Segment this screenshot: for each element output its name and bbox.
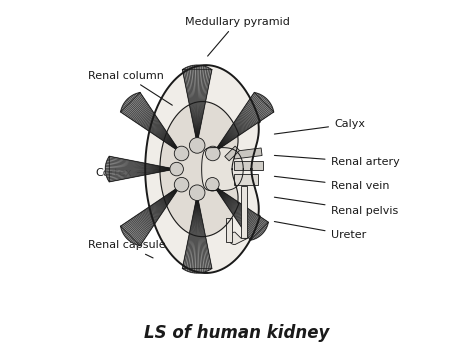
Polygon shape xyxy=(214,93,273,152)
Circle shape xyxy=(174,177,189,192)
Circle shape xyxy=(190,138,205,153)
Polygon shape xyxy=(228,232,247,245)
Polygon shape xyxy=(201,147,243,190)
Text: Renal pelvis: Renal pelvis xyxy=(274,197,398,216)
Text: Renal vein: Renal vein xyxy=(274,176,389,191)
Polygon shape xyxy=(233,148,262,159)
Polygon shape xyxy=(226,218,232,242)
Circle shape xyxy=(190,185,205,201)
Text: Renal artery: Renal artery xyxy=(274,156,399,167)
Polygon shape xyxy=(214,186,268,240)
Circle shape xyxy=(206,146,220,161)
Text: Renal column: Renal column xyxy=(88,70,173,105)
Text: Medullary pyramid: Medullary pyramid xyxy=(184,17,290,56)
Text: Cortex: Cortex xyxy=(95,168,149,177)
Polygon shape xyxy=(105,156,174,182)
Polygon shape xyxy=(145,65,260,273)
Polygon shape xyxy=(241,187,247,238)
Polygon shape xyxy=(234,174,258,185)
Text: LS of human kidney: LS of human kidney xyxy=(144,324,330,342)
Polygon shape xyxy=(182,195,212,273)
Circle shape xyxy=(170,162,183,176)
Polygon shape xyxy=(160,101,239,237)
Text: Calyx: Calyx xyxy=(274,119,365,134)
Polygon shape xyxy=(121,186,180,246)
Polygon shape xyxy=(225,146,239,161)
Polygon shape xyxy=(234,161,264,170)
Circle shape xyxy=(174,146,189,161)
Text: Renal capsule: Renal capsule xyxy=(88,240,165,258)
Text: Ureter: Ureter xyxy=(274,221,366,240)
Polygon shape xyxy=(121,93,180,152)
Polygon shape xyxy=(182,65,212,143)
Circle shape xyxy=(206,177,219,191)
